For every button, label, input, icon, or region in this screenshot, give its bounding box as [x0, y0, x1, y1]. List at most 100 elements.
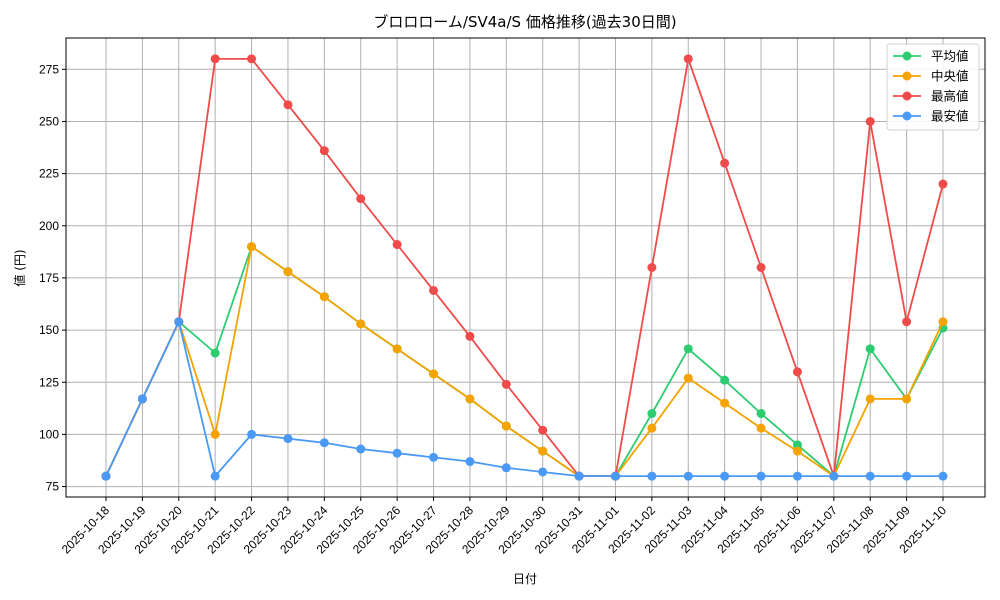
data-point [210, 54, 220, 64]
data-point [647, 423, 657, 433]
data-point [938, 317, 948, 327]
plot-area-frame [65, 37, 986, 498]
data-point [501, 421, 511, 431]
data-point [429, 285, 439, 295]
data-point [283, 434, 293, 444]
series-line [105, 320, 943, 478]
data-point [756, 409, 766, 419]
legend-marker-icon [902, 51, 912, 61]
data-point [902, 394, 912, 404]
legend-marker-icon [902, 111, 912, 121]
data-point [865, 344, 875, 354]
data-point [756, 263, 766, 272]
data-point [319, 438, 329, 448]
legend-label: 平均値 [931, 49, 969, 64]
data-point [465, 331, 475, 341]
data-point [683, 54, 693, 64]
y-tick-label: 75 [46, 480, 60, 494]
data-point [720, 375, 730, 385]
data-point [647, 409, 657, 419]
y-tick-label: 175 [39, 271, 59, 285]
legend-label: 最高値 [931, 89, 969, 104]
data-point [210, 348, 220, 358]
data-point [574, 471, 584, 481]
legend-marker-icon [902, 71, 912, 81]
data-point [865, 394, 875, 404]
series-1 [101, 242, 948, 481]
y-tick-label: 100 [39, 427, 59, 441]
data-point [501, 463, 511, 473]
data-point [465, 457, 475, 467]
y-tick-label: 275 [39, 62, 59, 76]
y-axis-label: 値 (円) [12, 249, 27, 286]
data-point [283, 267, 293, 277]
data-point [792, 471, 802, 481]
data-point [792, 367, 802, 377]
data-point [683, 373, 693, 383]
series-3 [101, 317, 948, 481]
data-point [756, 423, 766, 433]
data-point [465, 394, 475, 404]
data-point [720, 398, 730, 408]
chart-title: ブロロローム/SV4a/S 価格推移(過去30日間) [373, 13, 676, 31]
data-point [538, 467, 548, 477]
data-point [647, 471, 657, 481]
data-point [938, 471, 948, 481]
data-point [247, 429, 257, 439]
data-point [137, 394, 147, 404]
data-point [392, 448, 402, 458]
y-tick-label: 250 [39, 114, 59, 128]
series-lines [101, 54, 948, 481]
data-point [865, 116, 875, 126]
data-point [101, 471, 111, 481]
y-tick-label: 125 [39, 375, 59, 389]
legend-item: 中央値 [893, 69, 969, 84]
data-point [610, 471, 620, 481]
data-point [356, 319, 366, 329]
legend-marker-icon [902, 91, 912, 101]
data-point [720, 471, 730, 481]
data-point [501, 379, 511, 389]
legend-label: 中央値 [931, 69, 969, 84]
data-point [792, 440, 802, 450]
legend-item: 最高値 [893, 89, 969, 104]
data-point [210, 471, 220, 481]
data-point [283, 100, 293, 110]
data-point [538, 446, 548, 456]
data-point [647, 263, 657, 272]
data-point [538, 425, 548, 435]
data-point [356, 444, 366, 454]
x-axis-label: 日付 [513, 572, 537, 586]
legend-item: 平均値 [893, 49, 969, 64]
data-point [319, 146, 329, 156]
data-point [356, 194, 366, 204]
data-point [792, 446, 802, 456]
data-point [429, 369, 439, 379]
data-point [319, 292, 329, 302]
legend-label: 最安値 [931, 109, 969, 124]
data-point [683, 471, 693, 481]
data-point [756, 471, 766, 481]
data-point [829, 471, 839, 481]
data-point [429, 452, 439, 462]
data-point [392, 240, 402, 250]
data-point [247, 54, 257, 64]
data-point [902, 317, 912, 327]
y-tick-label: 200 [39, 219, 59, 233]
data-point [174, 317, 184, 327]
data-point [938, 179, 948, 189]
data-point [902, 471, 912, 481]
legend-box [886, 43, 980, 131]
legend-item: 最安値 [893, 109, 969, 124]
series-line [105, 245, 944, 478]
series-line [105, 58, 944, 478]
data-point [865, 471, 875, 481]
y-axis: 75 100 125 150 175 200 225 250 275 [39, 62, 66, 494]
data-point [720, 158, 730, 168]
y-tick-label: 225 [39, 167, 59, 181]
y-tick-label: 150 [39, 323, 59, 337]
data-point [392, 344, 402, 354]
data-point [247, 242, 257, 252]
